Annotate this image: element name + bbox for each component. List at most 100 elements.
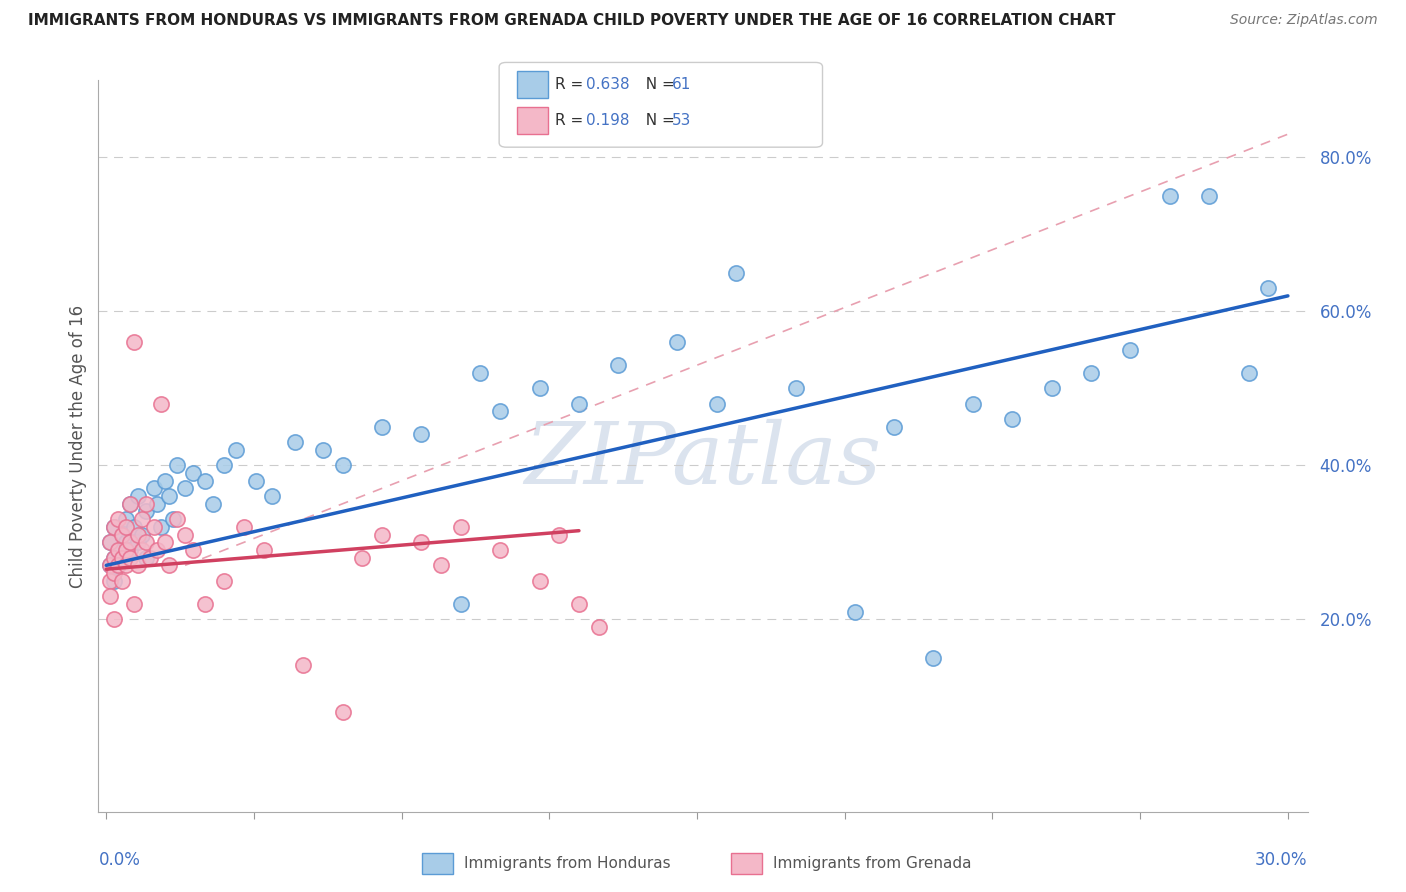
Y-axis label: Child Poverty Under the Age of 16: Child Poverty Under the Age of 16: [69, 304, 87, 588]
Point: [450, 597, 472, 611]
Text: 0.198: 0.198: [586, 113, 630, 128]
Point: [103, 520, 125, 534]
Point: [146, 497, 169, 511]
Text: R =: R =: [555, 113, 589, 128]
Point: [1257, 281, 1279, 295]
Text: Source: ZipAtlas.com: Source: ZipAtlas.com: [1230, 13, 1378, 28]
Point: [883, 419, 905, 434]
Point: [292, 658, 315, 673]
Point: [1040, 381, 1063, 395]
Point: [1198, 188, 1220, 202]
Point: [214, 574, 236, 588]
Point: [166, 458, 188, 473]
Point: [115, 543, 138, 558]
Point: [529, 381, 551, 395]
Point: [157, 558, 180, 573]
Point: [666, 334, 689, 349]
Text: 53: 53: [672, 113, 692, 128]
Point: [489, 404, 512, 418]
Point: [607, 358, 630, 372]
Point: [135, 535, 157, 549]
Point: [111, 550, 134, 565]
Point: [489, 543, 512, 558]
Text: 0.638: 0.638: [586, 78, 630, 92]
Point: [107, 558, 129, 573]
Point: [118, 497, 141, 511]
Point: [201, 497, 224, 511]
Point: [103, 550, 125, 565]
Point: [166, 512, 188, 526]
Point: [98, 535, 121, 549]
Point: [111, 527, 134, 541]
Point: [98, 574, 121, 588]
Point: [162, 512, 184, 526]
Point: [131, 512, 153, 526]
Text: 30.0%: 30.0%: [1256, 851, 1308, 869]
Point: [155, 474, 177, 488]
Point: [214, 458, 236, 473]
Point: [118, 550, 141, 565]
Text: N =: N =: [636, 78, 679, 92]
Point: [1159, 188, 1181, 202]
Point: [450, 520, 472, 534]
Point: [260, 489, 283, 503]
Point: [103, 520, 125, 534]
Point: [146, 543, 169, 558]
Point: [922, 650, 945, 665]
Point: [155, 535, 177, 549]
Point: [131, 543, 153, 558]
Point: [127, 558, 149, 573]
Point: [135, 550, 157, 565]
Point: [1119, 343, 1142, 357]
Point: [118, 543, 141, 558]
Point: [157, 489, 180, 503]
Point: [430, 558, 453, 573]
Point: [122, 334, 145, 349]
Text: ZIPatlas: ZIPatlas: [524, 419, 882, 502]
Point: [284, 435, 307, 450]
Point: [135, 497, 157, 511]
Point: [115, 535, 138, 549]
Text: 61: 61: [672, 78, 692, 92]
Point: [225, 442, 247, 457]
Point: [332, 458, 354, 473]
Point: [411, 535, 433, 549]
Point: [962, 397, 984, 411]
Point: [127, 527, 149, 541]
Text: IMMIGRANTS FROM HONDURAS VS IMMIGRANTS FROM GRENADA CHILD POVERTY UNDER THE AGE : IMMIGRANTS FROM HONDURAS VS IMMIGRANTS F…: [28, 13, 1115, 29]
Point: [98, 589, 121, 603]
Point: [470, 366, 492, 380]
Point: [1237, 366, 1260, 380]
Point: [142, 520, 165, 534]
Point: [181, 543, 204, 558]
Point: [103, 550, 125, 565]
Point: [111, 527, 134, 541]
Point: [135, 504, 157, 518]
Point: [103, 574, 125, 588]
Point: [127, 535, 149, 549]
Point: [411, 427, 433, 442]
Text: N =: N =: [636, 113, 679, 128]
Point: [245, 474, 267, 488]
Point: [150, 520, 173, 534]
Point: [1001, 412, 1024, 426]
Point: [785, 381, 807, 395]
Point: [98, 535, 121, 549]
Point: [142, 481, 165, 495]
Point: [371, 419, 394, 434]
Point: [568, 597, 591, 611]
Point: [174, 527, 197, 541]
Point: [103, 566, 125, 580]
Point: [332, 705, 354, 719]
Text: R =: R =: [555, 78, 589, 92]
Point: [103, 612, 125, 626]
Point: [371, 527, 394, 541]
Point: [98, 558, 121, 573]
Point: [548, 527, 571, 541]
Point: [233, 520, 256, 534]
Point: [253, 543, 276, 558]
Point: [118, 497, 141, 511]
Point: [706, 397, 728, 411]
Point: [844, 605, 866, 619]
Point: [115, 558, 138, 573]
